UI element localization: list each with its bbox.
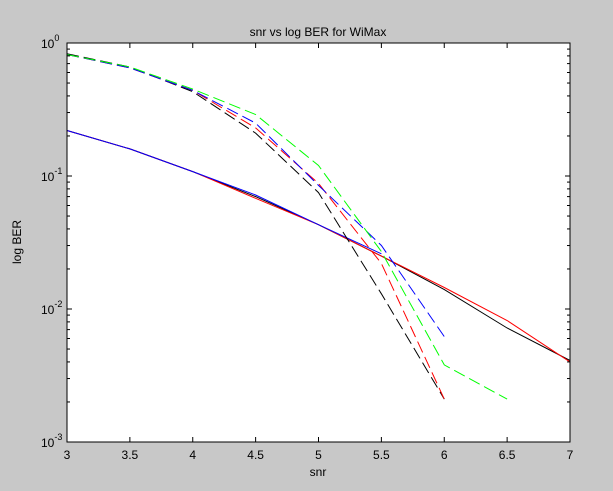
x-tick-label: 4.5: [247, 448, 264, 462]
y-tick-exponent: -1: [54, 166, 62, 176]
series-line-6: [66, 54, 445, 337]
chart-title: snr vs log BER for WiMax: [250, 25, 387, 39]
y-tick-exponent: -2: [54, 299, 62, 309]
series-line-3: [66, 130, 382, 255]
series-line-5: [66, 54, 445, 400]
x-tick-label: 4: [189, 448, 196, 462]
series-line-7: [66, 54, 508, 400]
x-axis-label: snr: [310, 465, 327, 479]
x-tick-label: 5: [315, 448, 322, 462]
x-tick-label: 7: [567, 448, 574, 462]
y-axis-label: log BER: [10, 220, 24, 264]
axes-background: [67, 43, 570, 442]
series-line-4: [66, 53, 445, 400]
x-tick-label: 5.5: [373, 448, 390, 462]
x-tick-label: 3: [64, 448, 71, 462]
y-tick-exponent: -3: [54, 432, 62, 442]
series-layer: [66, 53, 571, 400]
x-tick-label: 6: [441, 448, 448, 462]
y-tick-exponent: 0: [54, 33, 59, 43]
x-tick-label: 3.5: [122, 448, 139, 462]
x-tick-label: 6.5: [499, 448, 516, 462]
